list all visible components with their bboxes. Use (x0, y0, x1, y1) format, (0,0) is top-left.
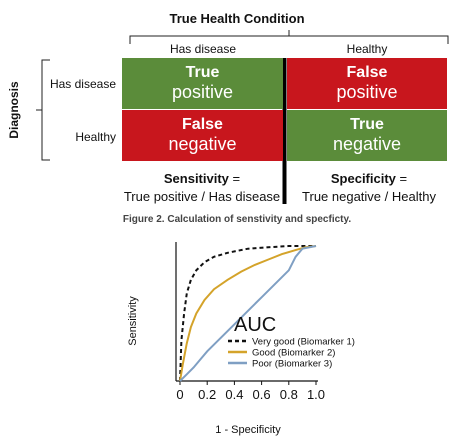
col-label-healthy: Healthy (346, 42, 388, 56)
specificity-eq: = (395, 171, 408, 186)
cell-tp-line2: positive (171, 82, 234, 103)
x-tick-label: 0.8 (280, 387, 298, 402)
matrix-brackets (36, 30, 449, 204)
cell-false-negative: False negative (122, 110, 283, 161)
specificity-name: Specificity (330, 171, 396, 186)
x-tick-label: 1.0 (307, 387, 325, 402)
x-tick-label: 0.4 (225, 387, 243, 402)
cell-fn-line2: negative (168, 134, 237, 155)
row-label-healthy: Healthy (75, 130, 116, 144)
roc-legend: Very good (Biomarker 1)Good (Biomarker 2… (228, 337, 355, 370)
roc-axes: 0 0.2 0.4 0.6 0.8 1.0 (175, 242, 325, 402)
cell-true-positive: True positive (122, 58, 283, 109)
sensitivity-eq: = (228, 171, 241, 186)
cell-false-positive: False positive (287, 58, 447, 109)
legend-label-3: Poor (Biomarker 3) (252, 359, 332, 370)
cell-fp-line2: positive (336, 82, 398, 103)
row-label-has-disease: Has disease (49, 77, 116, 91)
row-axis-label: Diagnosis (7, 81, 21, 139)
specificity-def: True negative / Healthy (302, 188, 436, 204)
chart-title: AUC (234, 314, 276, 336)
y-axis-label: Sensitivity (127, 296, 139, 346)
x-tick-label: 0.6 (253, 387, 271, 402)
figure-caption: Figure 2. Calculation of senstivity and … (122, 214, 352, 225)
specificity-formula: Specificity = True negative / Healthy (287, 170, 451, 205)
legend-label-2: Good (Biomarker 2) (252, 348, 335, 359)
x-tick-label: 0.2 (198, 387, 216, 402)
roc-series-line-2 (179, 245, 317, 382)
x-axis-label: 1 - Specificity (215, 424, 281, 436)
roc-series-line-3 (179, 245, 317, 382)
cell-fp-line1: False (346, 63, 388, 81)
roc-chart: 0 0.2 0.4 0.6 0.8 1.0 Very good (Biomarker 1)… (127, 242, 355, 436)
cell-tn-line2: negative (332, 134, 402, 155)
sensitivity-formula: Sensitivity = True positive / Has diseas… (120, 170, 284, 205)
legend-label-1: Very good (Biomarker 1) (252, 337, 355, 348)
col-label-has-disease: Has disease (169, 42, 237, 56)
matrix-title: True Health Condition (169, 11, 305, 26)
cell-tp-line1: True (185, 63, 220, 81)
cell-tn-line1: True (350, 115, 384, 133)
sensitivity-def: True positive / Has disease (123, 188, 281, 204)
sensitivity-name: Sensitivity (163, 171, 229, 186)
cell-fn-line1: False (182, 115, 223, 133)
roc-lines (179, 245, 317, 382)
x-tick-label: 0 (176, 387, 183, 402)
cell-true-negative: True negative (287, 110, 447, 161)
roc-series-line-1 (179, 245, 316, 382)
